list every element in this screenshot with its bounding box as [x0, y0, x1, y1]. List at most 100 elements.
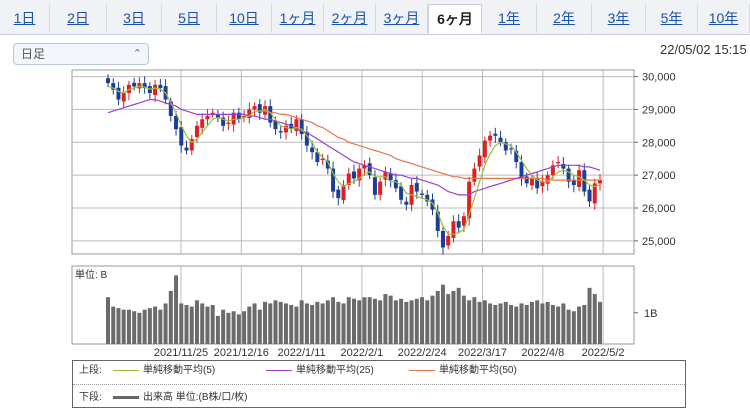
candle-body — [592, 183, 597, 204]
volume-bar — [304, 303, 309, 344]
tab-5-days[interactable]: 5日 — [162, 4, 217, 33]
volume-bar — [121, 309, 126, 344]
tab-2-years[interactable]: 2年 — [537, 4, 592, 33]
volume-panel: 1B 単位: B — [71, 265, 657, 345]
tab-3-days[interactable]: 3日 — [107, 4, 162, 33]
volume-bar — [168, 290, 173, 344]
volume-bar — [252, 303, 257, 344]
volume-bar — [399, 298, 404, 344]
volume-bar — [529, 301, 534, 344]
x-tick-label: 2022/1/11 — [278, 347, 326, 359]
candle-body — [263, 106, 268, 115]
candle-body — [388, 173, 393, 181]
candle-body — [556, 162, 561, 164]
x-tick-label: 2022/4/8 — [521, 347, 564, 359]
candle-body — [304, 132, 309, 146]
ma25-line-swatch — [266, 369, 292, 371]
tab-6-months[interactable]: 6ヶ月 — [428, 4, 482, 34]
candle-body — [372, 177, 377, 195]
candle-body — [393, 180, 398, 189]
tab-10-days[interactable]: 10日 — [217, 4, 272, 33]
tab-3-months[interactable]: 3ヶ月 — [376, 4, 428, 33]
candle-body — [111, 83, 116, 90]
candle-body — [231, 112, 236, 125]
candle-body — [435, 211, 440, 231]
candle-body — [430, 199, 435, 210]
candle-body — [545, 175, 550, 184]
volume-bar — [566, 309, 571, 344]
candle-body — [299, 119, 304, 135]
x-tick-label: 2021/12/16 — [214, 347, 269, 359]
candle-body — [493, 133, 498, 136]
volume-bar — [283, 303, 288, 344]
volume-bar — [446, 294, 451, 344]
y-tick-label: 29,000 — [642, 104, 676, 116]
volume-bar — [372, 298, 377, 344]
volume-bar — [310, 305, 315, 344]
volume-bar — [577, 306, 582, 344]
candle-body — [142, 83, 147, 89]
candle-body — [367, 163, 372, 176]
candle-body — [467, 181, 472, 219]
volume-bar — [451, 290, 456, 344]
volume-bar — [268, 303, 273, 344]
candle-body — [278, 131, 283, 133]
candle-body — [273, 120, 278, 130]
volume-bar — [147, 308, 152, 344]
chart-legend: 上段: 単純移動平均(5) 単純移動平均(25) 単純移動平均(50) 下段: … — [72, 360, 686, 408]
volume-bar — [482, 300, 487, 344]
volume-bar — [331, 297, 336, 344]
candle-body — [194, 125, 199, 138]
volume-bar — [545, 301, 550, 344]
tab-1-year[interactable]: 1年 — [482, 4, 537, 33]
volume-bar — [273, 300, 278, 344]
volume-bar — [535, 300, 540, 344]
ma5-line-swatch — [113, 369, 139, 371]
volume-bar — [488, 303, 493, 344]
legend-volume: 出来高 単位:(B株/口/枚) — [113, 392, 247, 404]
volume-bar — [111, 306, 116, 344]
tab-1-day[interactable]: 1日 — [0, 4, 50, 33]
tab-3-years[interactable]: 3年 — [592, 4, 646, 33]
volume-bar — [524, 305, 529, 344]
y-tick-label: 26,000 — [642, 203, 676, 215]
volume-unit-label: 単位: B — [75, 268, 108, 281]
volume-bar — [278, 301, 283, 344]
volume-bar — [205, 306, 210, 344]
period-select-value: 日足 — [21, 47, 46, 61]
tab-2-months[interactable]: 2ヶ月 — [324, 4, 376, 33]
candle-body — [215, 114, 220, 118]
candle-body — [346, 173, 351, 185]
candle-body — [561, 163, 566, 169]
tab-2-days[interactable]: 2日 — [50, 4, 107, 33]
candle-body — [121, 93, 126, 102]
volume-bar — [367, 297, 372, 344]
volume-bar — [509, 305, 514, 344]
volume-bar — [210, 305, 215, 344]
candle-body — [252, 106, 257, 110]
volume-bar — [346, 297, 351, 344]
volume-bar — [132, 311, 137, 344]
tab-5-years[interactable]: 5年 — [646, 4, 698, 33]
candle-body — [383, 171, 388, 180]
x-tick-label: 2022/3/17 — [458, 347, 507, 359]
period-select[interactable]: 日足 ⌃ — [13, 43, 149, 65]
y-tick-label: 25,000 — [642, 236, 676, 248]
volume-bar — [163, 303, 168, 344]
volume-bar — [189, 306, 194, 344]
volume-bar — [556, 306, 561, 344]
candle-body — [236, 112, 241, 120]
candle-body — [174, 116, 179, 130]
volume-bar — [550, 305, 555, 344]
candle-body — [205, 116, 210, 120]
candle-body — [482, 140, 487, 158]
candle-body — [158, 84, 163, 89]
candle-body — [320, 158, 325, 161]
volume-bar — [325, 300, 330, 344]
volume-bar — [247, 306, 252, 344]
volume-bar — [179, 303, 184, 344]
tab-1-month[interactable]: 1ヶ月 — [272, 4, 324, 33]
volume-bar — [388, 295, 393, 344]
candle-body — [378, 181, 383, 195]
candle-body — [399, 186, 404, 200]
